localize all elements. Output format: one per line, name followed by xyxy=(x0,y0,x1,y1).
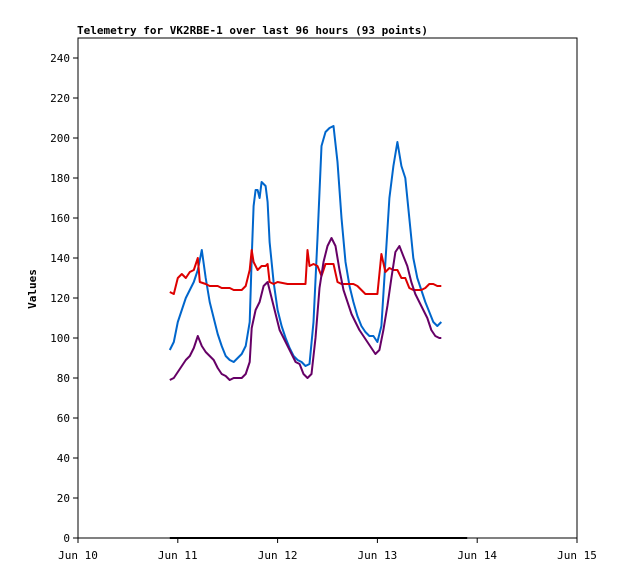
plot-frame xyxy=(77,37,578,539)
y-tick-label: 40 xyxy=(57,452,70,465)
chart-title: Telemetry for VK2RBE-1 over last 96 hour… xyxy=(77,24,428,37)
y-tick-label: 60 xyxy=(57,412,70,425)
x-tick-label: Jun 11 xyxy=(158,549,198,562)
x-tick-label: Jun 10 xyxy=(58,549,98,562)
y-tick-label: 240 xyxy=(50,52,70,65)
y-tick-label: 80 xyxy=(57,372,70,385)
series-line-2 xyxy=(169,249,442,295)
y-tick-label: 100 xyxy=(50,332,70,345)
y-tick-label: 0 xyxy=(63,532,70,545)
series-line-3 xyxy=(169,237,442,381)
x-tick-label: Jun 13 xyxy=(358,549,398,562)
x-tick-label: Jun 14 xyxy=(457,549,497,562)
x-tick-label: Jun 12 xyxy=(258,549,298,562)
series-line-1 xyxy=(168,125,443,367)
y-tick-label: 180 xyxy=(50,172,70,185)
x-tick-label: Jun 15 xyxy=(557,549,597,562)
x-axis: Jun 10 Jun 11 Jun 12 Jun 13 Jun 14 Jun 15 xyxy=(58,538,597,562)
y-tick-label: 160 xyxy=(50,212,70,225)
y-tick-label: 220 xyxy=(50,92,70,105)
y-tick-label: 120 xyxy=(50,292,70,305)
y-tick-label: 20 xyxy=(57,492,70,505)
series-group xyxy=(168,125,468,539)
y-tick-label: 140 xyxy=(50,252,70,265)
y-tick-label: 200 xyxy=(50,132,70,145)
y-axis: 0 20 40 60 80 100 120 140 160 180 200 220 240 xyxy=(50,52,78,545)
y-axis-label: Values xyxy=(26,269,39,309)
